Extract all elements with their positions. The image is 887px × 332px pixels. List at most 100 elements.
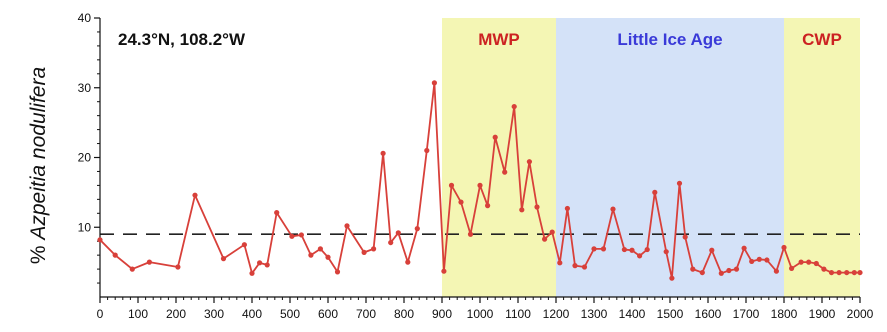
data-point	[129, 266, 135, 272]
period-label-2: CWP	[802, 30, 842, 49]
x-tick-label-20: 2000	[847, 307, 874, 321]
x-tick-label-15: 1500	[657, 307, 684, 321]
data-point	[806, 259, 812, 265]
data-point	[192, 192, 198, 198]
data-point	[564, 205, 571, 212]
data-point	[112, 252, 118, 258]
data-point	[97, 237, 103, 243]
data-point	[257, 260, 263, 266]
y-axis-label-prefix: %	[27, 240, 50, 265]
data-point	[317, 246, 323, 252]
y-axis-label: % Azpeitia nodulifera	[27, 67, 50, 264]
data-point	[274, 210, 280, 216]
data-point	[637, 253, 643, 259]
data-point	[726, 267, 732, 274]
data-point	[749, 258, 755, 265]
period-label-1: Little Ice Age	[617, 30, 722, 49]
data-point	[405, 259, 411, 265]
data-point	[431, 80, 437, 86]
y-tick-label-2: 30	[78, 81, 92, 95]
x-tick-label-11: 1100	[505, 307, 531, 321]
data-point	[511, 103, 517, 110]
data-point	[395, 230, 401, 236]
data-point	[682, 234, 688, 240]
data-point	[298, 232, 304, 238]
data-point	[828, 269, 835, 276]
data-point	[699, 269, 705, 276]
location-label: 24.3°N, 108.2°W	[118, 30, 246, 49]
data-point	[371, 246, 377, 252]
data-point	[380, 150, 386, 156]
data-point	[836, 269, 842, 276]
data-point	[264, 262, 270, 268]
data-point	[591, 246, 597, 252]
x-tick-label-7: 700	[356, 307, 376, 321]
data-point	[388, 239, 394, 246]
data-point	[813, 260, 819, 267]
data-point	[572, 263, 578, 269]
x-tick-label-6: 600	[318, 307, 338, 321]
x-tick-label-0: 0	[97, 307, 104, 321]
data-point	[676, 180, 683, 186]
x-tick-label-4: 400	[242, 307, 262, 321]
data-point	[773, 268, 780, 274]
y-tick-label-3: 40	[78, 11, 92, 25]
x-tick-label-9: 900	[432, 307, 452, 321]
data-point	[798, 259, 804, 265]
data-point	[718, 270, 724, 276]
data-point	[663, 249, 669, 255]
y-tick-label-1: 20	[78, 151, 92, 165]
data-point	[789, 265, 795, 272]
data-point	[308, 252, 314, 258]
data-point	[844, 269, 850, 276]
x-tick-label-13: 1300	[581, 307, 608, 321]
data-point	[467, 231, 474, 237]
data-point	[733, 266, 740, 272]
data-point	[610, 206, 616, 212]
x-tick-label-8: 800	[394, 307, 414, 321]
x-tick-label-18: 1800	[771, 307, 798, 321]
data-point	[526, 159, 533, 165]
data-point	[334, 269, 341, 275]
data-point	[289, 233, 295, 239]
x-tick-label-12: 1200	[543, 307, 570, 321]
data-point	[600, 246, 607, 252]
data-point	[781, 244, 787, 251]
data-point	[690, 266, 696, 272]
data-point	[485, 203, 491, 209]
data-point	[621, 246, 628, 253]
x-tick-label-14: 1400	[619, 307, 646, 321]
y-tick-label-0: 10	[78, 220, 92, 234]
data-point	[851, 269, 857, 276]
data-point	[458, 199, 464, 205]
data-point	[414, 226, 420, 232]
data-point	[477, 182, 483, 188]
x-tick-label-1: 100	[128, 307, 148, 321]
data-point	[325, 254, 331, 260]
period-band-2	[784, 18, 860, 297]
data-point	[361, 249, 367, 255]
data-point	[146, 259, 152, 265]
data-point	[241, 242, 247, 248]
data-point	[542, 236, 548, 242]
period-band-0	[442, 18, 556, 297]
data-point	[344, 223, 350, 229]
data-point	[502, 169, 508, 175]
x-tick-label-19: 1900	[809, 307, 836, 321]
x-tick-label-5: 500	[280, 307, 300, 321]
data-point	[652, 189, 658, 195]
data-point	[857, 269, 863, 276]
x-tick-label-3: 300	[204, 307, 224, 321]
data-point	[764, 257, 770, 263]
data-point	[175, 264, 181, 270]
data-point	[220, 256, 227, 262]
x-tick-label-2: 200	[166, 307, 186, 321]
data-point	[249, 270, 255, 276]
data-point	[492, 134, 498, 140]
x-tick-label-17: 1700	[733, 307, 760, 321]
data-point	[709, 247, 715, 253]
data-point	[741, 245, 747, 251]
x-tick-label-16: 1600	[695, 307, 722, 321]
